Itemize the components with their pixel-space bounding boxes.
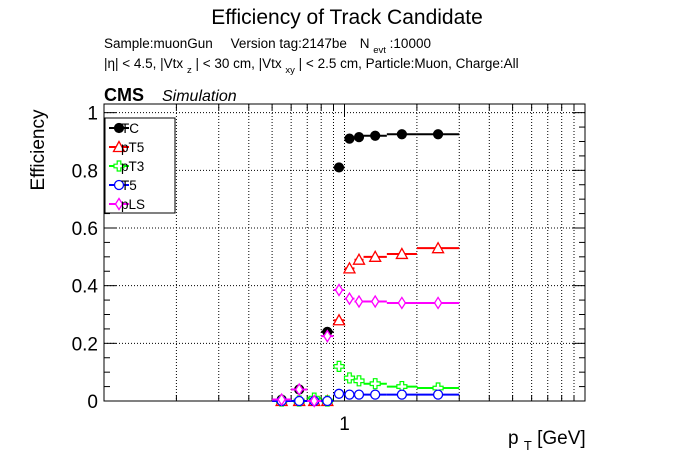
marker-filled-circle (113, 122, 125, 134)
marker-filled-circle (344, 133, 355, 144)
nevt-value: :10000 (390, 36, 431, 51)
marker-open-circle (322, 395, 333, 407)
y-tick-label: 0.6 (72, 219, 98, 240)
marker-open-diamond (323, 329, 332, 343)
marker-open-circle (333, 388, 345, 399)
eta-cut: |η| < 4.5, |Vtx (104, 56, 183, 71)
info-line-1: Sample:muonGun Version tag:2147be N evt … (104, 36, 431, 56)
axes: 1 0 0.2 0.4 0.6 0.8 1 (72, 104, 585, 435)
series-pt5 (272, 241, 460, 407)
marker-open-diamond (354, 294, 364, 309)
nevt-label: N (360, 36, 370, 51)
marker-open-circle (432, 389, 444, 400)
legend-item-pls: pLS (109, 197, 145, 212)
marker-open-diamond (277, 392, 286, 407)
marker-filled-circle (353, 132, 365, 143)
marker-open-triangle (352, 252, 366, 265)
y-tick-label: 1 (87, 104, 98, 125)
series-group (272, 129, 460, 408)
marker-open-diamond (114, 197, 124, 211)
legend-label: TC (121, 121, 139, 136)
marker-open-diamond (397, 296, 407, 310)
marker-open-cross (333, 360, 345, 372)
marker-open-circle (344, 389, 355, 400)
marker-open-cross (369, 378, 381, 390)
marker-open-circle (353, 389, 365, 400)
y-tick-label: 0.4 (72, 277, 99, 298)
marker-filled-circle (333, 162, 345, 173)
legend-label: T5 (121, 178, 137, 193)
cms-label: CMS (104, 85, 144, 105)
x-axis-label-sub: T (524, 438, 532, 453)
y-axis-label: Efficiency (28, 109, 49, 190)
marker-open-diamond (334, 283, 344, 297)
marker-open-cross (113, 160, 125, 172)
marker-open-circle (396, 389, 408, 400)
series-pls (272, 283, 460, 408)
y-tick-label: 0.2 (72, 334, 98, 355)
info-line-2: |η| < 4.5, |Vtx z | < 30 cm, |Vtx xy | <… (104, 56, 519, 76)
marker-open-cross (343, 372, 356, 384)
vtxxy-sub: xy (285, 65, 295, 76)
marker-open-circle (294, 395, 305, 407)
marker-open-diamond (433, 296, 443, 310)
y-tick-label: 0 (87, 392, 98, 413)
legend-label: pT5 (121, 140, 144, 155)
nevt-sub: evt (373, 45, 386, 56)
legend-label: pLS (121, 197, 145, 212)
chart-title: Efficiency of Track Candidate (211, 6, 483, 29)
x-tick-label: 1 (339, 414, 350, 435)
marker-filled-circle (396, 129, 407, 140)
x-axis-label-main: p (508, 428, 519, 449)
marker-open-triangle (431, 241, 445, 254)
legend-item-t5: T5 (109, 178, 137, 193)
x-axis-label: p T [GeV] (508, 428, 586, 455)
version-label: Version tag:2147be (231, 36, 347, 51)
x-axis-label-unit: [GeV] (537, 428, 586, 449)
series-tc (272, 129, 460, 407)
legend: TC pT5 pT3 T5 pLS (104, 117, 176, 214)
marker-open-circle (113, 179, 125, 191)
marker-open-diamond (294, 382, 304, 397)
marker-open-diamond (309, 394, 319, 408)
svg-text:Sample:muonGun Version t: Sample:muonGun Version tag:2147be N evt … (104, 36, 431, 56)
svg-text:|η| < 4.5, |Vtx z: |η| < 4.5, |Vtx z | < 30 cm, |Vtx xy | <… (104, 56, 519, 76)
marker-open-cross (353, 375, 365, 387)
legend-item-tc: TC (109, 121, 139, 136)
marker-open-diamond (370, 294, 380, 309)
simulation-label: Simulation (162, 88, 237, 105)
y-tick-label: 0.8 (72, 161, 98, 182)
vtxz-sub: z (187, 65, 192, 76)
marker-open-triangle (332, 313, 346, 326)
title-group: Efficiency of Track Candidate (211, 6, 483, 29)
legend-item-pt5: pT5 (109, 140, 144, 155)
marker-open-triangle (395, 247, 409, 260)
marker-open-triangle (112, 140, 126, 153)
marker-open-triangle (342, 261, 357, 274)
marker-filled-circle (370, 130, 381, 141)
legend-label: pT3 (121, 159, 144, 174)
legend-item-pt3: pT3 (109, 159, 144, 174)
rest-cuts: | < 2.5 cm, Particle:Muon, Charge:All (299, 56, 519, 71)
marker-open-triangle (368, 249, 382, 262)
sample-label: Sample:muonGun (104, 36, 213, 51)
grid (104, 104, 585, 402)
cms-label-group: CMS Simulation (104, 85, 237, 105)
marker-open-diamond (345, 291, 354, 306)
vtxz-cut: | < 30 cm, |Vtx (195, 56, 281, 71)
marker-open-circle (370, 389, 381, 400)
marker-filled-circle (432, 129, 444, 140)
